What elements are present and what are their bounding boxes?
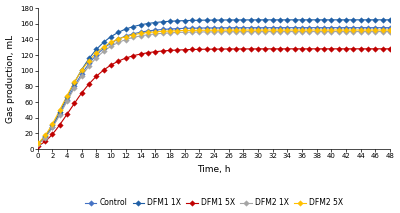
Y-axis label: Gas production, mL: Gas production, mL [6,35,14,123]
Legend: Control, DFM1 1X, DFM1 5X, DFM2 1X, DFM2 5X: Control, DFM1 1X, DFM1 5X, DFM2 1X, DFM2… [82,195,346,210]
X-axis label: Time, h: Time, h [197,165,231,174]
